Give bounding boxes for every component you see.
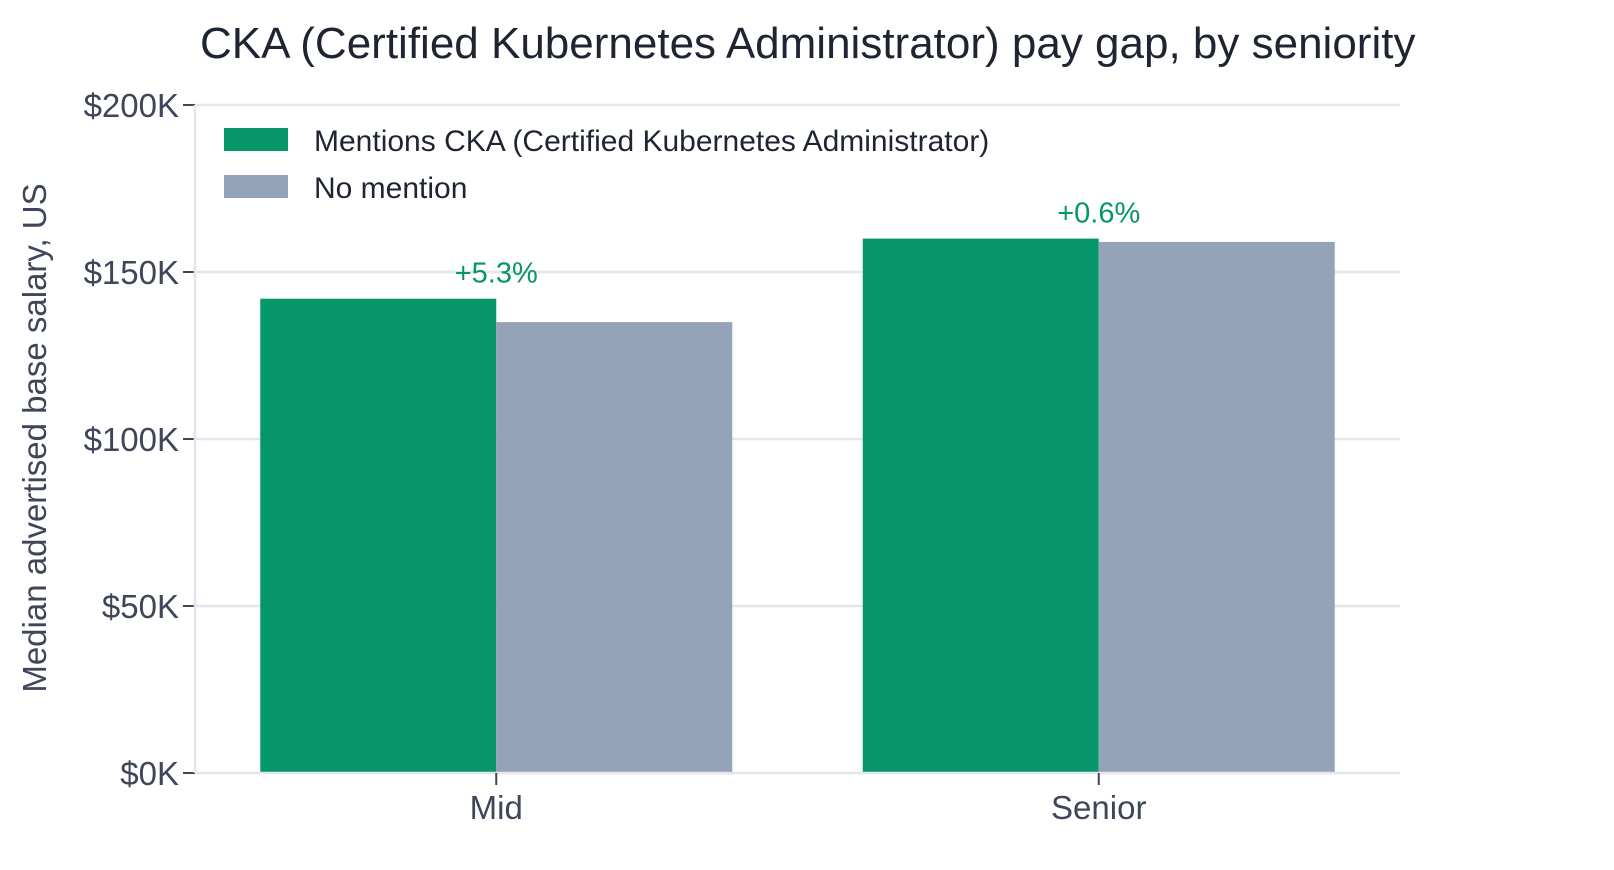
annotations: +5.3% +0.6% <box>455 198 1141 290</box>
bar-senior-series-0 <box>862 238 1099 774</box>
x-tick-label: Senior <box>1051 789 1146 826</box>
y-tick-label: $100K <box>84 421 179 458</box>
legend-swatch <box>224 175 288 198</box>
bars <box>260 238 1335 774</box>
legend: Mentions CKA (Certified Kubernetes Admin… <box>224 125 989 205</box>
legend-swatch <box>224 128 288 151</box>
y-axis-label: Median advertised base salary, US <box>16 183 53 692</box>
gap-annotation: +5.3% <box>455 258 538 290</box>
legend-label: Mentions CKA (Certified Kubernetes Admin… <box>314 125 989 158</box>
legend-label: No mention <box>314 172 467 205</box>
bar-mid-series-0 <box>260 298 497 773</box>
gap-annotation: +0.6% <box>1057 198 1140 230</box>
chart-title: CKA (Certified Kubernetes Administrator)… <box>200 19 1415 68</box>
y-tick-label: $200K <box>84 87 179 124</box>
x-tick-label: Mid <box>470 789 523 826</box>
y-tick-label: $50K <box>102 588 179 625</box>
bar-mid-series-1 <box>496 322 733 773</box>
bar-senior-series-1 <box>1098 241 1335 773</box>
y-tick-label: $0K <box>120 755 179 792</box>
y-tick-label: $150K <box>84 254 179 291</box>
axes: $0K $50K $100K $150K $200K Mid Senior <box>84 87 1400 826</box>
